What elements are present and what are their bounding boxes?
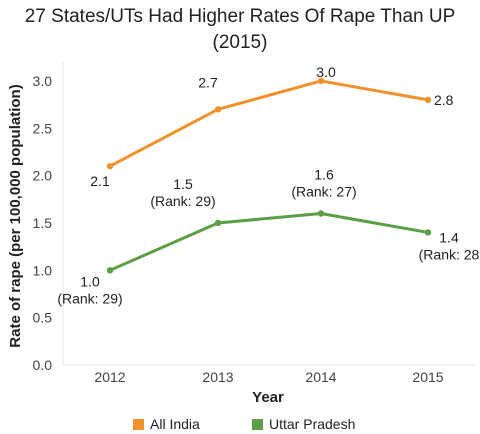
data-label: 1.5 (Rank: 29) [150, 176, 215, 209]
series-group: 2.12.73.02.81.0 (Rank: 29)1.5 (Rank: 29)1.… [57, 64, 479, 306]
data-label: 1.0 (Rank: 29) [57, 273, 122, 306]
x-axis: 2012 2013 2014 2015 [94, 369, 443, 385]
y-tick-label: 1.5 [33, 215, 53, 231]
series-all-india: 2.1 2.7 3.0 2.8 [90, 64, 453, 189]
y-tick-label: 1.0 [33, 262, 53, 278]
data-point[interactable] [214, 106, 222, 113]
y-tick-label: 2.5 [33, 120, 53, 136]
y-axis-title: Rate of rape (per 100,000 population) [7, 84, 24, 347]
legend-label: All India [150, 416, 200, 432]
plot-area [62, 62, 475, 366]
y-tick-label: 3.0 [33, 73, 53, 89]
series-line [109, 212, 429, 272]
data-point[interactable] [214, 219, 222, 227]
x-tick-label: 2013 [202, 369, 233, 385]
x-axis-title: Year [252, 389, 284, 406]
data-point[interactable] [317, 77, 325, 85]
x-tick-label: 2015 [412, 369, 443, 385]
data-point[interactable] [317, 210, 325, 217]
data-point[interactable] [106, 267, 114, 274]
data-label: 1.6 (Rank: 27) [291, 167, 356, 200]
x-tick-label: 2014 [305, 369, 336, 385]
legend: All India Uttar Pradesh [133, 416, 355, 432]
series-uttar-pradesh: 1.0 (Rank: 29) 1.5 (Rank: 29) 1.6 (Rank: 27) 1… [57, 167, 479, 307]
data-label: 3.0 [316, 64, 336, 80]
y-tick-label: 2.0 [33, 168, 53, 184]
legend-item-all-india[interactable]: All India [133, 416, 200, 432]
legend-swatch [252, 419, 263, 430]
chart-title: 27 States/UTs Had Higher Rates Of Rape T… [24, 6, 456, 53]
y-axis: 0.0 0.5 1.0 1.5 2.0 2.5 3.0 [33, 73, 53, 373]
data-point[interactable] [106, 162, 114, 170]
data-label: 1.4 (Rank: 28 [419, 229, 480, 262]
data-point[interactable] [424, 96, 432, 104]
legend-label: Uttar Pradesh [269, 416, 355, 432]
y-tick-label: 0.5 [33, 310, 53, 326]
legend-swatch [133, 419, 144, 430]
y-tick-label: 0.0 [33, 357, 53, 373]
data-label: 2.7 [198, 74, 218, 90]
data-label: 2.8 [434, 92, 454, 108]
x-tick-label: 2012 [94, 369, 125, 385]
series-line [109, 79, 429, 168]
legend-item-uttar-pradesh[interactable]: Uttar Pradesh [252, 416, 355, 432]
data-label: 2.1 [90, 173, 110, 189]
data-point[interactable] [424, 229, 432, 236]
